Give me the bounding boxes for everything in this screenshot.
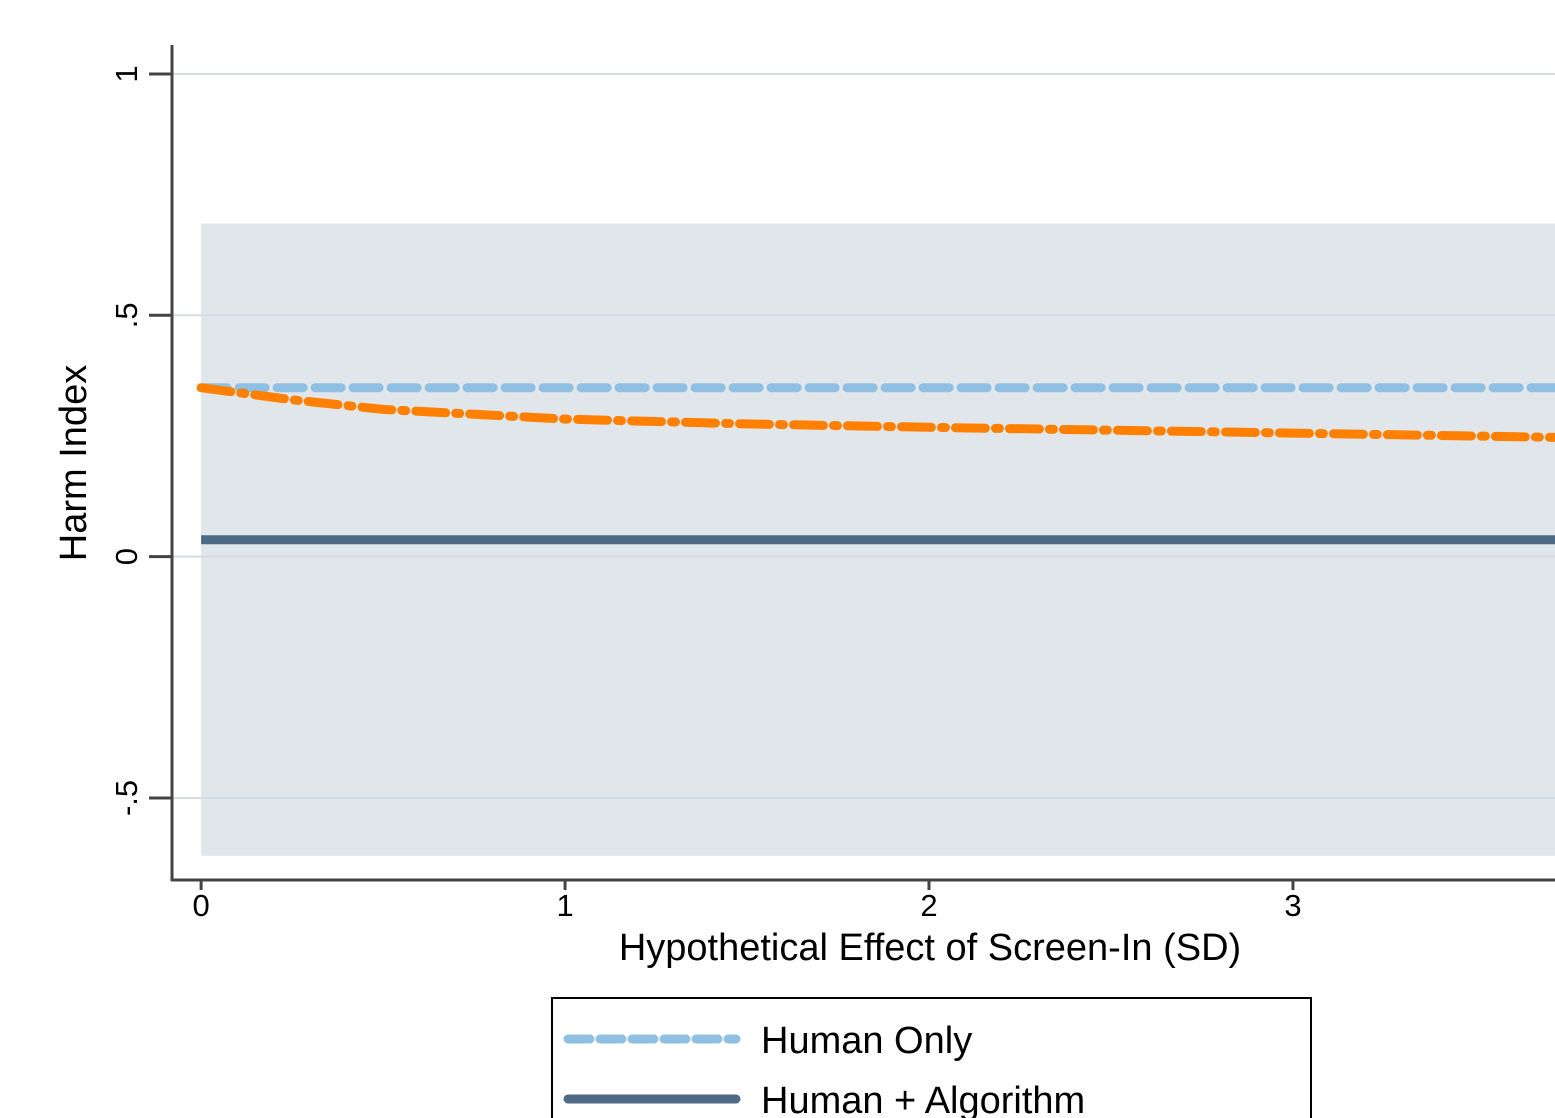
y-tick-label: 0 — [109, 548, 144, 565]
x-tick-label: 2 — [920, 888, 937, 923]
legend-label-human-algorithm: Human + Algorithm — [761, 1080, 1085, 1118]
y-axis-title: Harm Index — [53, 365, 95, 561]
series-line-unlabeled — [196, 383, 1555, 442]
legend-label-human-only: Human Only — [761, 1020, 972, 1062]
plot-area — [172, 72, 1555, 856]
y-tick-label: -.5 — [109, 780, 144, 816]
x-tick-label: 3 — [1284, 888, 1301, 923]
x-axis-title: Hypothetical Effect of Screen-In (SD) — [619, 927, 1241, 969]
x-tick-label: 1 — [556, 888, 573, 923]
y-tick-label: .5 — [109, 302, 144, 328]
axes: -.5 0 .5 1 0 1 2 3 — [109, 45, 1555, 923]
y-tick-label: 1 — [109, 65, 144, 82]
x-tick-label: 0 — [192, 888, 209, 923]
legend: Human Only Human + Algorithm — [551, 997, 1312, 1118]
